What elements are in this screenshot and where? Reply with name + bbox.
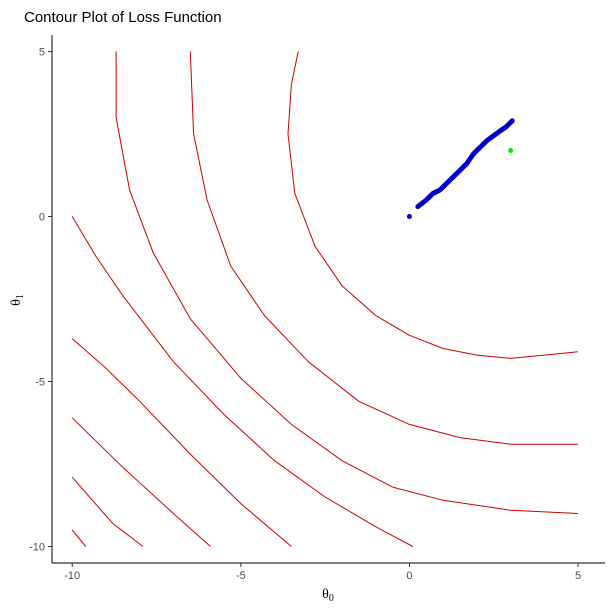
x-tick-label: -10 xyxy=(64,570,80,582)
contour-lines xyxy=(71,51,579,547)
x-tick-label: 5 xyxy=(575,570,581,582)
contour-line-2 xyxy=(71,476,144,547)
contour-line-7 xyxy=(189,51,578,445)
target-marker xyxy=(508,148,514,153)
y-axis-label: θ1 xyxy=(9,294,26,306)
x-axis-ticks: -10 -5 0 5 xyxy=(64,563,581,582)
x-axis-label: θ0 xyxy=(322,587,334,604)
contour-line-1 xyxy=(71,529,87,547)
x-tick-label: 0 xyxy=(406,570,412,582)
contour-line-3 xyxy=(71,417,211,547)
contour-line-6 xyxy=(115,51,579,514)
target-point xyxy=(508,148,514,153)
path-point-86 xyxy=(509,118,515,124)
y-tick-label: -10 xyxy=(29,542,45,554)
y-tick-label: 5 xyxy=(39,47,45,59)
contour-line-5 xyxy=(71,216,414,547)
y-tick-label: 0 xyxy=(39,212,45,224)
contour-line-8 xyxy=(287,51,579,359)
x-tick-label: -5 xyxy=(236,570,246,582)
chart-title: Contour Plot of Loss Function xyxy=(24,9,222,26)
contour-line-4 xyxy=(71,338,292,547)
descent-path xyxy=(406,118,515,219)
path-point-1 xyxy=(406,214,412,219)
y-tick-label: -5 xyxy=(35,377,45,389)
y-axis-ticks: -10 -5 0 5 xyxy=(29,47,52,554)
